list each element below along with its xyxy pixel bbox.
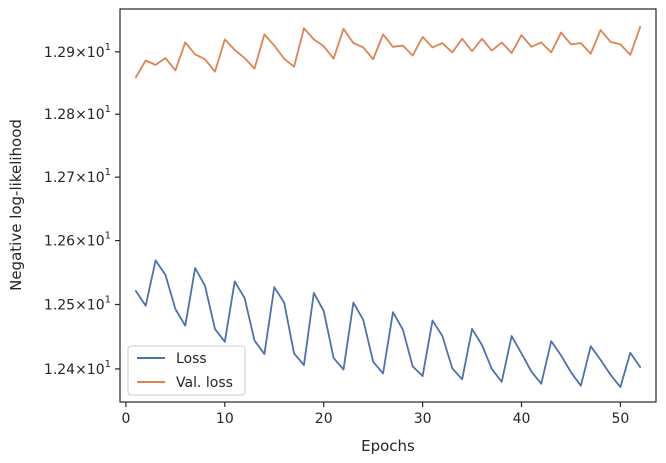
x-tick-label: 40 [513, 411, 531, 427]
x-axis-label: Epochs [361, 437, 415, 455]
series-line-loss [134, 259, 642, 388]
x-tick-label: 30 [414, 411, 432, 427]
x-tick-label: 50 [611, 411, 629, 427]
legend-label-loss: Loss [176, 351, 207, 367]
x-axis: 0 10 20 30 40 50 [121, 402, 629, 427]
series-layer [134, 26, 642, 388]
y-tick-label: 1.25×101 [44, 294, 111, 313]
y-tick-label: 1.28×101 [44, 104, 111, 123]
series-line-val-loss [134, 26, 642, 79]
y-tick-label: 1.24×101 [44, 359, 111, 378]
y-tick-label: 1.29×101 [44, 42, 111, 61]
x-tick-label: 20 [315, 411, 333, 427]
plot-frame [119, 8, 657, 403]
x-tick-label: 10 [216, 411, 234, 427]
legend: Loss Val. loss [127, 345, 246, 396]
y-axis-label: Negative log-likelihood [7, 119, 25, 291]
x-tick-label: 0 [121, 411, 130, 427]
y-axis: 1.24×101 1.25×101 1.26×101 1.27×101 1.28×101… [44, 42, 120, 378]
y-tick-label: 1.27×101 [44, 167, 111, 186]
legend-label-val-loss: Val. loss [176, 375, 233, 391]
y-tick-label: 1.26×101 [44, 231, 111, 250]
